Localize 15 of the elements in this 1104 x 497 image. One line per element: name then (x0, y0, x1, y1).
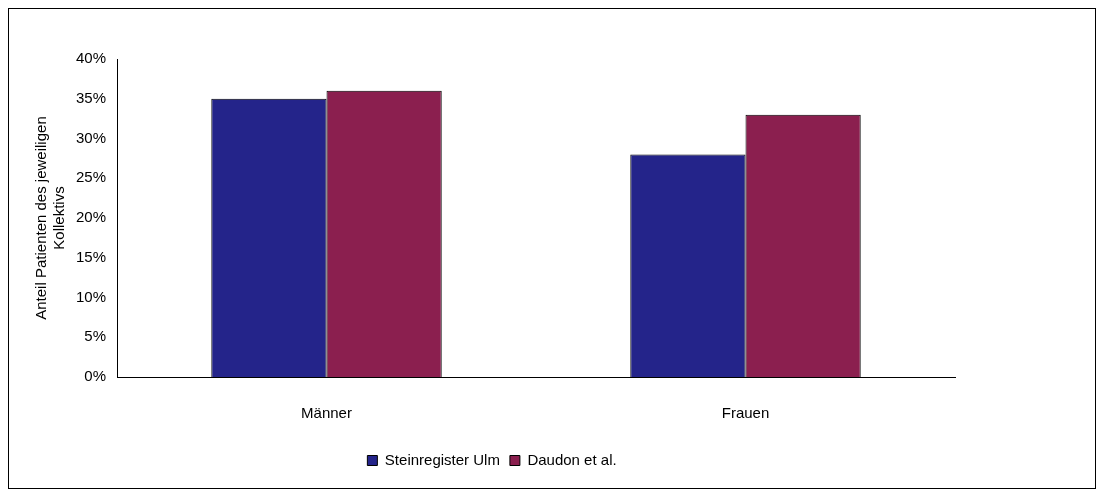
text: Kollektivs (50, 186, 68, 250)
y-tick-label: 30% (75, 128, 107, 146)
y-tick-label: 35% (75, 88, 107, 106)
legend-label: Daudon et al. (527, 450, 617, 468)
y-tick-label: 10% (75, 287, 107, 305)
text: Anteil Patienten des jeweiligen (32, 116, 50, 320)
y-tick-label: 5% (84, 327, 107, 345)
y-tick-label: 40% (75, 49, 107, 67)
y-tick-label: 25% (75, 168, 107, 186)
x-tick-label: Frauen (721, 404, 770, 422)
y-tick-label: 20% (75, 208, 107, 226)
y-tick-label: 0% (84, 367, 107, 385)
y-tick-label: 15% (75, 247, 107, 265)
x-tick-label: Männer (301, 404, 352, 422)
legend-label: Steinregister Ulm (384, 450, 500, 468)
